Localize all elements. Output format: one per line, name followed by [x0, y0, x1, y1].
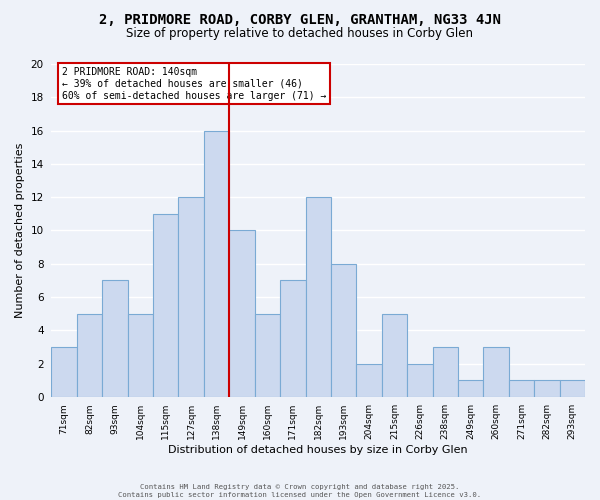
Bar — [534, 380, 560, 397]
Text: Contains HM Land Registry data © Crown copyright and database right 2025.
Contai: Contains HM Land Registry data © Crown c… — [118, 484, 482, 498]
Bar — [560, 380, 585, 397]
Bar — [128, 314, 153, 397]
Bar — [280, 280, 305, 397]
Bar — [204, 130, 229, 397]
Bar — [229, 230, 255, 397]
Bar — [509, 380, 534, 397]
Bar — [178, 197, 204, 397]
Bar — [356, 364, 382, 397]
Y-axis label: Number of detached properties: Number of detached properties — [15, 142, 25, 318]
Bar — [153, 214, 178, 397]
Bar — [407, 364, 433, 397]
X-axis label: Distribution of detached houses by size in Corby Glen: Distribution of detached houses by size … — [169, 445, 468, 455]
Text: 2 PRIDMORE ROAD: 140sqm
← 39% of detached houses are smaller (46)
60% of semi-de: 2 PRIDMORE ROAD: 140sqm ← 39% of detache… — [62, 68, 326, 100]
Bar — [331, 264, 356, 397]
Bar — [458, 380, 484, 397]
Text: Size of property relative to detached houses in Corby Glen: Size of property relative to detached ho… — [127, 28, 473, 40]
Bar — [305, 197, 331, 397]
Bar — [382, 314, 407, 397]
Bar — [102, 280, 128, 397]
Text: 2, PRIDMORE ROAD, CORBY GLEN, GRANTHAM, NG33 4JN: 2, PRIDMORE ROAD, CORBY GLEN, GRANTHAM, … — [99, 12, 501, 26]
Bar — [433, 347, 458, 397]
Bar — [484, 347, 509, 397]
Bar — [77, 314, 102, 397]
Bar — [52, 347, 77, 397]
Bar — [255, 314, 280, 397]
